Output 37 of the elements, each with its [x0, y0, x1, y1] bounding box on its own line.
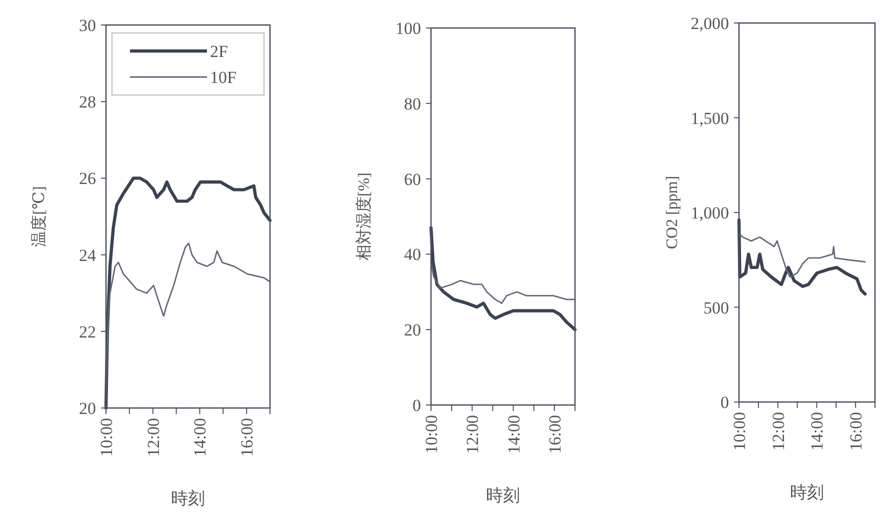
- x-tick-label: 12:00: [144, 418, 163, 457]
- y-tick-label: 500: [704, 298, 729, 318]
- y-tick-label: 100: [396, 19, 421, 38]
- legend-label: 10F: [210, 68, 236, 87]
- x-tick-label: 10:00: [97, 418, 116, 457]
- y-tick-label: 28: [79, 92, 96, 112]
- legend-label: 2F: [210, 42, 228, 61]
- x-axis-title: 時刻: [790, 483, 824, 502]
- x-tick-label: 16:00: [545, 415, 564, 454]
- x-tick-label: 12:00: [768, 412, 788, 451]
- x-tick-label: 14:00: [504, 415, 524, 454]
- y-tick-label: 0: [412, 396, 421, 415]
- x-tick-label: 14:00: [808, 412, 827, 451]
- y-tick-label: 30: [79, 16, 96, 35]
- y-axis-title: 相対湿度[%]: [355, 172, 373, 260]
- x-tick-label: 14:00: [190, 418, 210, 457]
- x-tick-label: 16:00: [846, 412, 866, 451]
- y-axis-title: CO2 [ppm]: [664, 176, 681, 250]
- y-tick-label: 1,000: [690, 204, 729, 222]
- y-axis-title: 温度[℃]: [30, 186, 48, 247]
- y-tick-label: 24: [79, 246, 96, 265]
- y-tick-label: 22: [79, 322, 96, 342]
- y-tick-label: 26: [79, 169, 96, 188]
- x-axis-title: 時刻: [486, 486, 520, 505]
- y-tick-label: 20: [404, 320, 421, 340]
- y-tick-label: 60: [404, 170, 421, 189]
- x-tick-label: 12:00: [463, 415, 482, 454]
- y-tick-label: 20: [79, 399, 96, 418]
- y-tick-label: 2,000: [690, 14, 729, 33]
- y-tick-label: 40: [404, 245, 421, 264]
- y-tick-label: 80: [404, 94, 421, 114]
- x-tick-label: 10:00: [730, 412, 749, 451]
- x-tick-label: 16:00: [238, 418, 257, 457]
- x-tick-label: 10:00: [422, 415, 441, 454]
- y-tick-label: 1,500: [690, 108, 729, 128]
- x-axis-title: 時刻: [171, 489, 205, 508]
- y-tick-label: 0: [720, 393, 729, 412]
